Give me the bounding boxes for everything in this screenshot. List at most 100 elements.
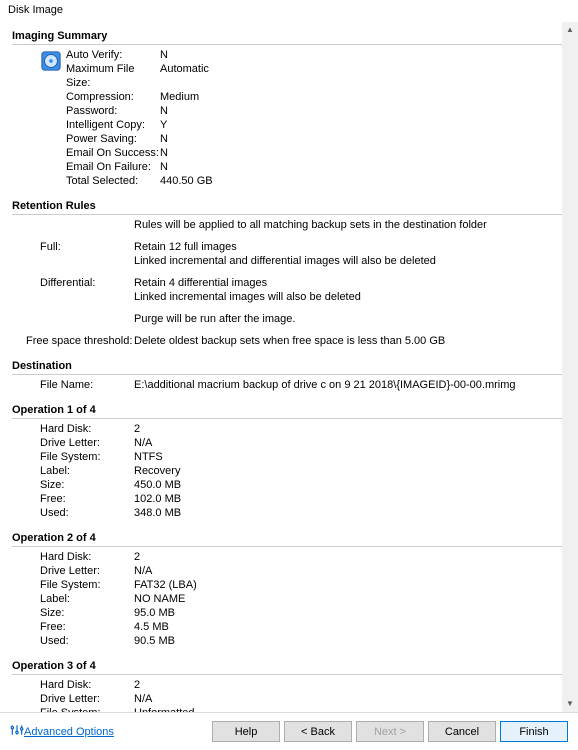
summary-value: Medium	[160, 90, 566, 104]
retention-threshold-label: Free space threshold:	[26, 334, 134, 348]
summary-row: Total Selected:440.50 GB	[66, 174, 566, 188]
destination-header: Destination	[12, 356, 566, 375]
finish-button[interactable]: Finish	[500, 721, 568, 742]
retention-full-label: Full:	[40, 240, 134, 254]
operation-label: Drive Letter:	[40, 564, 134, 578]
scroll-up-icon[interactable]: ▲	[562, 22, 578, 38]
imaging-summary-header: Imaging Summary	[12, 26, 566, 45]
retention-diff-line2: Linked incremental images will also be d…	[134, 290, 566, 304]
advanced-options-link[interactable]: Advanced Options	[24, 726, 114, 738]
operation-value: 348.0 MB	[134, 506, 566, 520]
next-button: Next >	[356, 721, 424, 742]
operation-label: Hard Disk:	[40, 422, 134, 436]
operation-row: Free:102.0 MB	[40, 492, 566, 506]
summary-row: Email On Failure:N	[66, 160, 566, 174]
operation-header: Operation 3 of 4	[12, 656, 566, 675]
summary-value: N	[160, 132, 566, 146]
operation-row: Drive Letter:N/A	[40, 564, 566, 578]
retention-threshold-value: Delete oldest backup sets when free spac…	[134, 334, 566, 348]
operation-label: Label:	[40, 464, 134, 478]
operation-label: Hard Disk:	[40, 678, 134, 692]
operation-value: 102.0 MB	[134, 492, 566, 506]
operation-label: Size:	[40, 478, 134, 492]
summary-label: Password:	[66, 104, 160, 118]
operation-value: Recovery	[134, 464, 566, 478]
destination-value: E:\additional macrium backup of drive c …	[134, 378, 566, 392]
operation-row: Size:450.0 MB	[40, 478, 566, 492]
summary-row: Power Saving:N	[66, 132, 566, 146]
summary-value: N	[160, 48, 566, 62]
retention-purge: Purge will be run after the image.	[134, 312, 566, 326]
operation-value: NTFS	[134, 450, 566, 464]
scroll-down-icon[interactable]: ▼	[562, 696, 578, 712]
operation-row: Drive Letter:N/A	[40, 436, 566, 450]
operation-row: Used:348.0 MB	[40, 506, 566, 520]
retention-full-line2: Linked incremental and differential imag…	[134, 254, 566, 268]
operation-value: 95.0 MB	[134, 606, 566, 620]
summary-label: Power Saving:	[66, 132, 160, 146]
operation-value: 90.5 MB	[134, 634, 566, 648]
summary-label: Email On Success:	[66, 146, 160, 160]
operation-value: FAT32 (LBA)	[134, 578, 566, 592]
operation-value: 2	[134, 678, 566, 692]
operation-header: Operation 2 of 4	[12, 528, 566, 547]
operation-row: Free:4.5 MB	[40, 620, 566, 634]
summary-value: Automatic	[160, 62, 566, 90]
operation-label: Hard Disk:	[40, 550, 134, 564]
destination-label: File Name:	[40, 378, 134, 392]
operation-value: N/A	[134, 436, 566, 450]
help-button[interactable]: Help	[212, 721, 280, 742]
operation-row: File System:NTFS	[40, 450, 566, 464]
content-area: Imaging Summary Auto Verify:NMaximum Fil…	[0, 22, 578, 712]
summary-label: Maximum File Size:	[66, 62, 160, 90]
summary-label: Compression:	[66, 90, 160, 104]
operation-label: Used:	[40, 506, 134, 520]
retention-diff-label: Differential:	[40, 276, 134, 290]
vertical-scrollbar[interactable]: ▲ ▼	[562, 22, 578, 712]
operation-row: File System:FAT32 (LBA)	[40, 578, 566, 592]
operation-body: Hard Disk:2Drive Letter:N/AFile System:N…	[12, 419, 566, 524]
summary-label: Intelligent Copy:	[66, 118, 160, 132]
summary-label: Auto Verify:	[66, 48, 160, 62]
window-title: Disk Image	[0, 0, 578, 20]
cancel-button[interactable]: Cancel	[428, 721, 496, 742]
operation-row: Hard Disk:2	[40, 550, 566, 564]
summary-value: N	[160, 104, 566, 118]
operation-row: Hard Disk:2	[40, 422, 566, 436]
summary-value: Y	[160, 118, 566, 132]
operation-row: Used:90.5 MB	[40, 634, 566, 648]
sliders-icon	[10, 723, 24, 740]
operation-row: Hard Disk:2	[40, 678, 566, 692]
operation-body: Hard Disk:2Drive Letter:N/AFile System:F…	[12, 547, 566, 652]
operation-value: N/A	[134, 564, 566, 578]
back-button[interactable]: < Back	[284, 721, 352, 742]
operation-value: 4.5 MB	[134, 620, 566, 634]
operation-row: Size:95.0 MB	[40, 606, 566, 620]
retention-note: Rules will be applied to all matching ba…	[134, 218, 566, 232]
operation-row: Label:NO NAME	[40, 592, 566, 606]
operation-label: Used:	[40, 634, 134, 648]
operation-label: Size:	[40, 606, 134, 620]
operation-header: Operation 1 of 4	[12, 400, 566, 419]
operation-label: Drive Letter:	[40, 436, 134, 450]
operation-row: Drive Letter:N/A	[40, 692, 566, 706]
summary-row: Auto Verify:N	[66, 48, 566, 62]
operation-label: File System:	[40, 450, 134, 464]
summary-value: N	[160, 160, 566, 174]
operation-label: Free:	[40, 492, 134, 506]
retention-full-line1: Retain 12 full images	[134, 240, 566, 254]
operation-label: Label:	[40, 592, 134, 606]
summary-row: Compression:Medium	[66, 90, 566, 104]
bottom-bar: Advanced Options Help < Back Next > Canc…	[0, 712, 578, 750]
summary-value: 440.50 GB	[160, 174, 566, 188]
summary-label: Total Selected:	[66, 174, 160, 188]
operation-value: N/A	[134, 692, 566, 706]
summary-value: N	[160, 146, 566, 160]
operation-body: Hard Disk:2Drive Letter:N/AFile System:U…	[12, 675, 566, 712]
retention-diff-line1: Retain 4 differential images	[134, 276, 566, 290]
summary-row: Maximum File Size:Automatic	[66, 62, 566, 90]
operation-value: 2	[134, 422, 566, 436]
operation-label: Free:	[40, 620, 134, 634]
operation-value: NO NAME	[134, 592, 566, 606]
summary-row: Password:N	[66, 104, 566, 118]
